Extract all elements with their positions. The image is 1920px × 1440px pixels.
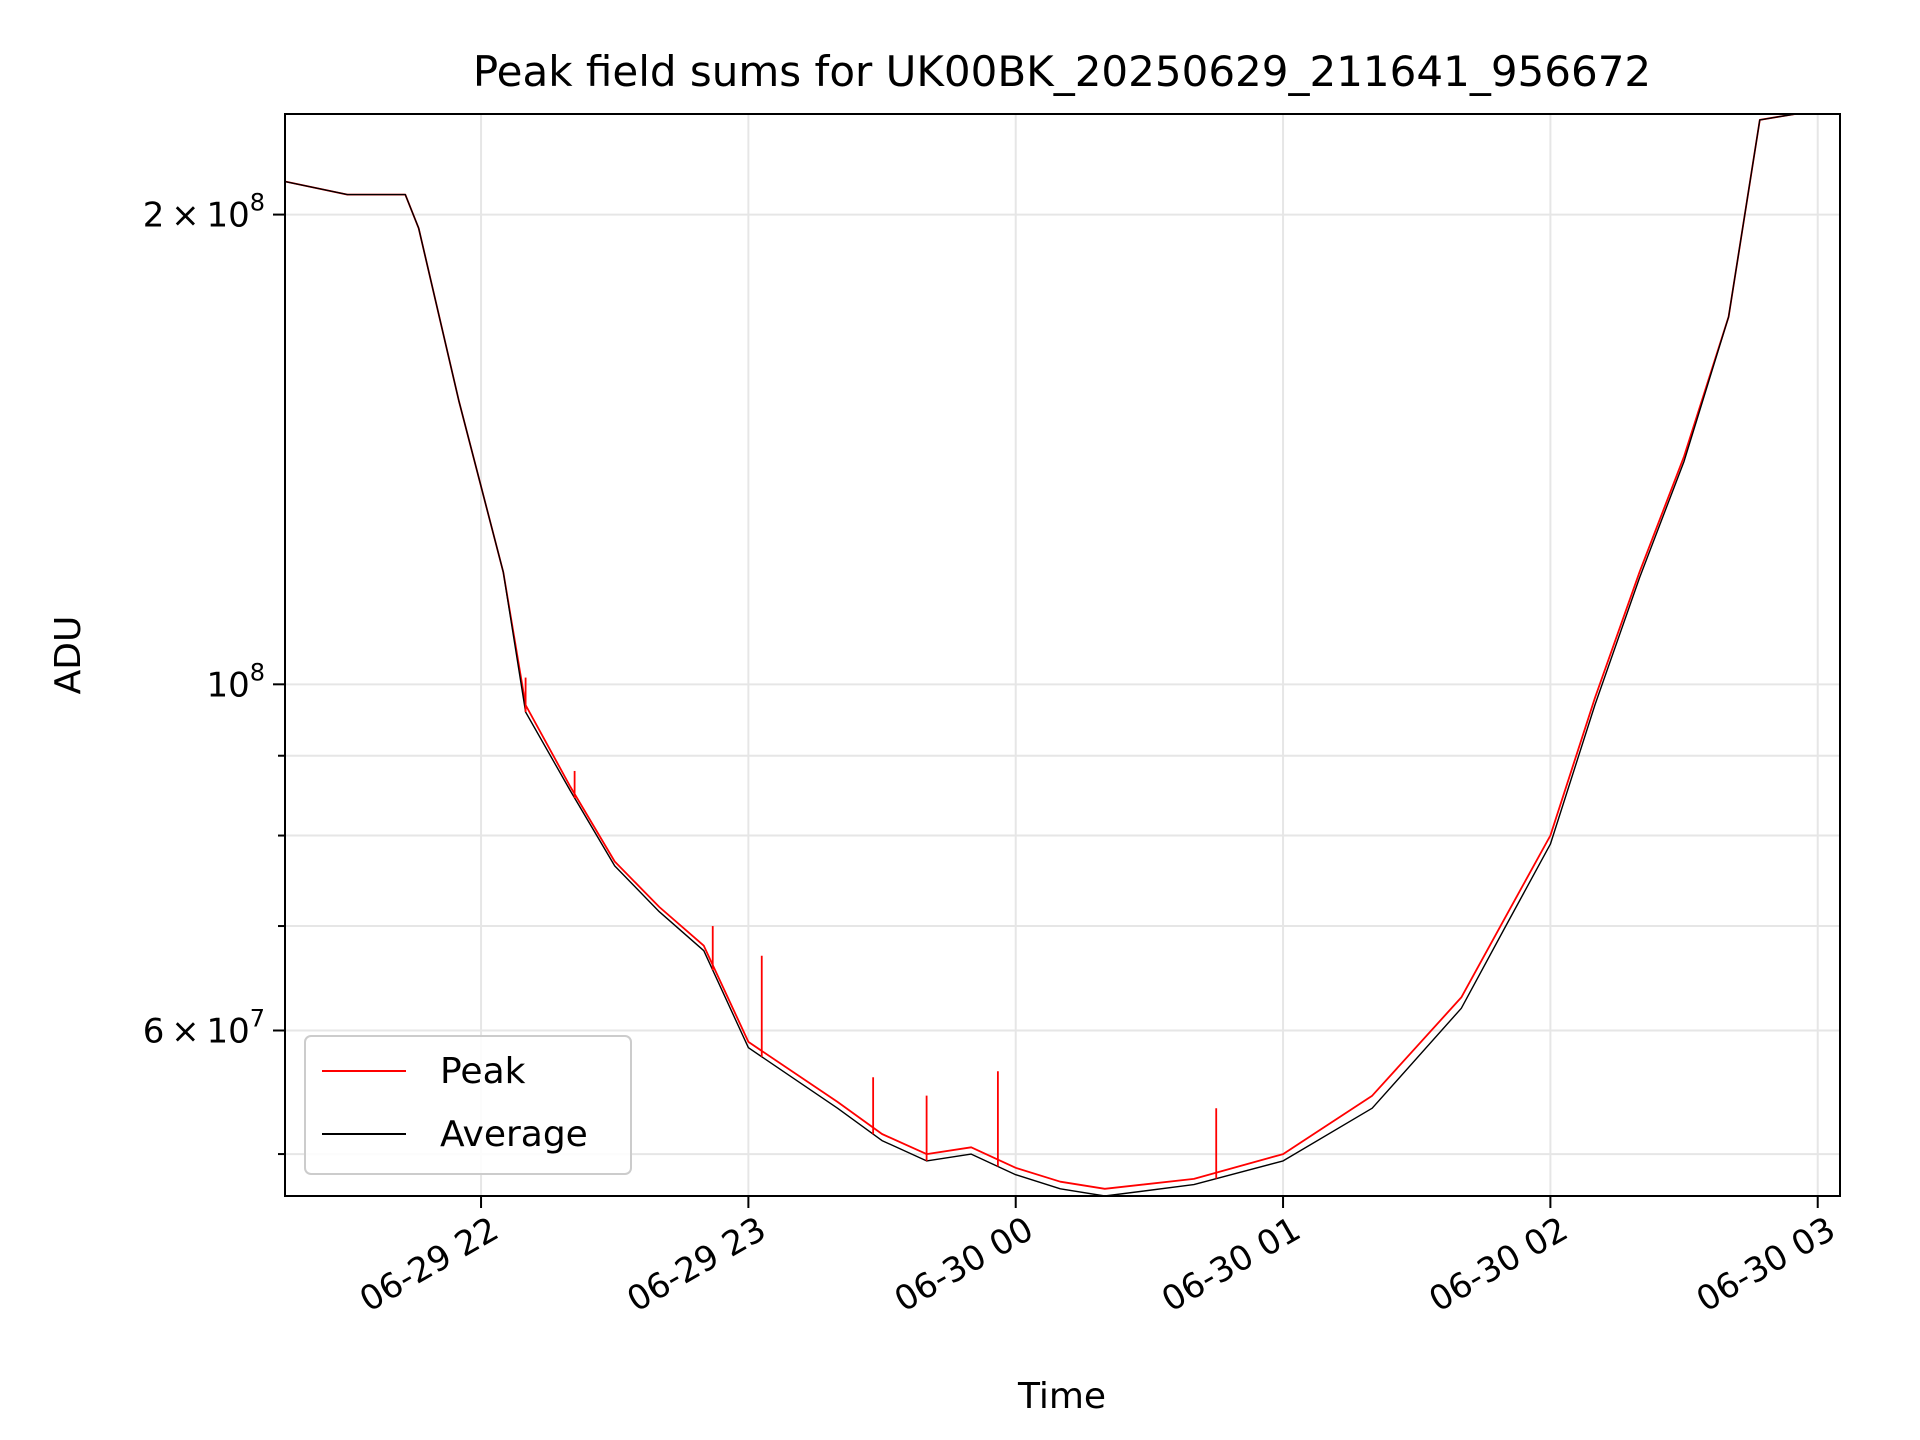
chart-title: Peak field sums for UK00BK_20250629_2116… [473,47,1651,96]
legend: Peak Average [304,1035,632,1175]
plot-frame [284,113,1841,1197]
legend-peak-label: Peak [440,1051,526,1092]
series-line-average [285,114,1840,1196]
grid [285,114,1840,1196]
series-layer [285,114,1840,1196]
legend-average-label: Average [440,1114,588,1155]
x-axis-label: Time [1017,1376,1106,1417]
y-tick-label: 6 × 107 [143,1005,265,1052]
y-axis-label: ADU [48,616,89,695]
y-tick-label: 2 × 108 [143,189,265,236]
